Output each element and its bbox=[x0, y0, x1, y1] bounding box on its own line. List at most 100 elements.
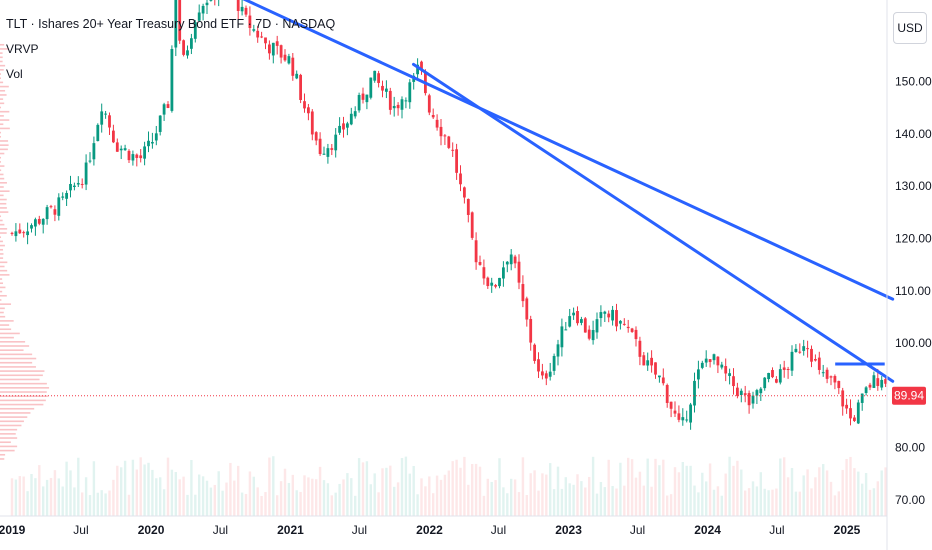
candle-body bbox=[377, 73, 380, 83]
candle-body bbox=[860, 393, 864, 403]
candle-body bbox=[650, 357, 653, 366]
vrvp-bar bbox=[0, 123, 4, 126]
volume-bar bbox=[92, 461, 96, 516]
vrvp-bar bbox=[0, 341, 26, 343]
vrvp-bar bbox=[0, 64, 6, 67]
volume-bar bbox=[463, 456, 466, 516]
volume-bar bbox=[779, 458, 782, 516]
candle-body bbox=[794, 348, 798, 353]
candle-body bbox=[427, 95, 431, 113]
vrvp-bar bbox=[0, 345, 30, 347]
candle-body bbox=[732, 376, 735, 387]
volume-bar bbox=[174, 472, 177, 516]
volume-bar bbox=[373, 473, 376, 516]
volume-bar bbox=[217, 471, 220, 516]
candle-body bbox=[14, 231, 18, 237]
volume-bar bbox=[389, 465, 392, 516]
volume-bar bbox=[393, 486, 396, 516]
volume-bar bbox=[857, 471, 860, 516]
candle-body bbox=[326, 148, 330, 157]
volume-bar bbox=[404, 456, 408, 516]
vrvp-bar bbox=[0, 261, 8, 264]
volume-bar bbox=[864, 472, 868, 516]
volume-bar bbox=[666, 495, 669, 516]
volume-bar bbox=[354, 495, 357, 516]
candle-body bbox=[720, 364, 724, 368]
indicator-vrvp-label[interactable]: VRVP bbox=[6, 42, 39, 56]
volume-bar bbox=[833, 495, 837, 516]
candle-body bbox=[509, 254, 513, 265]
candle-body bbox=[365, 94, 369, 103]
vrvp-bar bbox=[0, 98, 4, 100]
volume-bar bbox=[432, 493, 435, 516]
volume-bar bbox=[763, 488, 766, 516]
volume-bar bbox=[435, 475, 439, 516]
vrvp-bar bbox=[0, 253, 4, 255]
y-tick-label: 140.00 bbox=[895, 127, 932, 141]
x-tick-label: Jul bbox=[213, 523, 228, 537]
candle-body bbox=[37, 218, 41, 224]
candle-body bbox=[841, 390, 845, 407]
volume-bar bbox=[198, 474, 201, 516]
volume-bar bbox=[365, 461, 369, 516]
y-tick-label: 100.00 bbox=[895, 336, 932, 350]
volume-bar bbox=[759, 472, 762, 516]
volume-bar bbox=[18, 476, 21, 516]
vrvp-bar bbox=[0, 453, 6, 456]
currency-button[interactable]: USD bbox=[893, 12, 927, 44]
candle-body bbox=[689, 404, 692, 423]
vrvp-bar bbox=[0, 106, 1, 109]
volume-bar bbox=[166, 457, 170, 516]
volume-bar bbox=[221, 490, 224, 516]
candle-body bbox=[318, 138, 322, 155]
vrvp-bar bbox=[0, 336, 14, 339]
volume-bar bbox=[673, 467, 677, 516]
trendlines[interactable] bbox=[177, 0, 895, 383]
y-tick-label: 80.00 bbox=[895, 441, 925, 455]
indicator-vol-label[interactable]: Vol bbox=[6, 67, 23, 81]
vrvp-bar bbox=[0, 152, 5, 155]
volume-bar bbox=[283, 468, 287, 516]
vrvp-bar bbox=[0, 387, 50, 389]
x-tick-label: Jul bbox=[769, 523, 784, 537]
candle-body bbox=[310, 111, 314, 135]
candle-body bbox=[603, 311, 607, 314]
volume-bar bbox=[96, 492, 99, 516]
vrvp-bar bbox=[0, 43, 5, 46]
volume-bar bbox=[38, 465, 41, 516]
volume-bar bbox=[747, 488, 751, 516]
vrvp-bar bbox=[0, 244, 5, 247]
candle-body bbox=[18, 229, 22, 234]
candle-body bbox=[654, 362, 657, 375]
candle-body bbox=[385, 88, 388, 92]
volume-bar bbox=[155, 478, 158, 516]
volume-bar bbox=[474, 463, 478, 516]
candle-body bbox=[661, 377, 665, 384]
volume-bar bbox=[490, 481, 493, 516]
vrvp-bar bbox=[0, 357, 37, 360]
vrvp-bar bbox=[0, 202, 7, 205]
candle-body bbox=[576, 311, 579, 324]
x-tick-label: 2023 bbox=[555, 523, 582, 537]
volume-bar bbox=[420, 478, 423, 516]
candle-body bbox=[197, 12, 201, 21]
vrvp-bar bbox=[0, 286, 6, 289]
candle-body bbox=[45, 207, 49, 220]
volume-bar bbox=[802, 475, 805, 516]
candle-body bbox=[307, 107, 310, 114]
candle-body bbox=[556, 344, 560, 357]
volume-bar bbox=[529, 473, 532, 516]
volume-bar bbox=[346, 473, 349, 516]
candle-body bbox=[583, 318, 587, 333]
volume-bar bbox=[209, 487, 213, 516]
volume-bar bbox=[736, 460, 739, 516]
candle-body bbox=[665, 384, 669, 403]
candle-body bbox=[845, 404, 848, 409]
volume-bar bbox=[630, 459, 634, 516]
volume-bar bbox=[396, 482, 400, 516]
vrvp-bar bbox=[0, 173, 4, 176]
vrvp-bar bbox=[0, 85, 9, 88]
vrvp-bar bbox=[0, 445, 18, 448]
candle-body bbox=[864, 387, 868, 393]
